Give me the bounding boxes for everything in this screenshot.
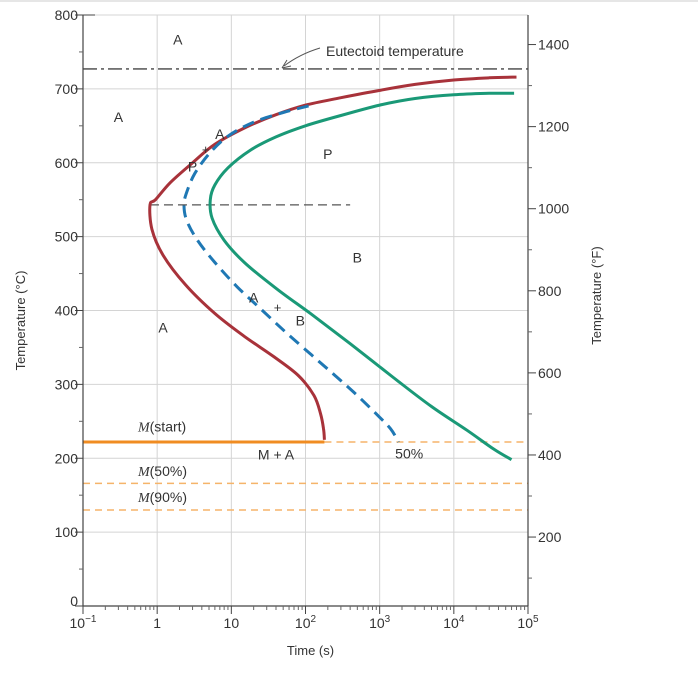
x-tick-label: 104	[443, 614, 465, 631]
region-label: A	[249, 289, 259, 305]
eutectoid-label: Eutectoid temperature	[326, 43, 464, 59]
x-tick-exponent: 5	[533, 614, 539, 625]
x-tick-label: 105	[517, 614, 539, 631]
curve-end	[208, 91, 515, 461]
x-tick-exponent: 2	[311, 614, 317, 625]
y-right-tick-label: 1400	[538, 37, 569, 53]
martensite-label-symbol: M	[137, 421, 151, 436]
y-right-tick-label: 200	[538, 529, 562, 545]
region-label: B	[296, 312, 305, 328]
martensite-label-fraction: (50%)	[150, 463, 187, 479]
y-tick-label: 700	[55, 81, 79, 97]
region-label: P	[323, 146, 332, 162]
martensite-label-symbol: M	[137, 465, 151, 480]
curve-fifty	[182, 104, 400, 443]
martensite-label-fraction: (90%)	[150, 489, 187, 505]
x-axis-title: Time (s)	[287, 643, 334, 658]
martensite-label-fraction: (start)	[150, 419, 187, 435]
x-tick-exponent: 4	[459, 614, 465, 625]
y-right-tick-label: 1000	[538, 201, 569, 217]
y-tick-label: 500	[55, 229, 79, 245]
x-tick-exponent: 3	[385, 614, 391, 625]
x-tick-label: 102	[295, 614, 317, 631]
ticks: 10−1 1 10 102 103 104 105 0 100 200 300 400 500 600 70…	[55, 7, 570, 631]
x-tick-label: 1	[153, 615, 161, 631]
y-right-tick-label: 600	[538, 365, 562, 381]
y-tick-label: 300	[55, 376, 79, 392]
region-label: 50%	[395, 445, 423, 461]
transformation-curves	[148, 75, 517, 461]
region-label: +	[202, 142, 210, 157]
region-label: B	[353, 249, 362, 265]
region-label: P	[188, 159, 197, 175]
x-tick-exponent: −1	[85, 614, 97, 625]
curve-start	[148, 75, 517, 440]
y-axis-title-right: Temperature (°F)	[589, 246, 604, 344]
y-tick-label: 0	[70, 593, 78, 609]
y-right-tick-label: 400	[538, 447, 562, 463]
region-label: A	[158, 320, 168, 336]
eutectoid-line	[83, 47, 528, 70]
y-right-tick-label: 1200	[538, 119, 569, 135]
x-tick-label: 103	[369, 614, 391, 631]
martensite-label: M(start)	[137, 419, 186, 436]
y-tick-label: 600	[55, 155, 79, 171]
region-label: A	[215, 126, 225, 142]
x-tick-label: 10−1	[70, 614, 97, 631]
region-label: +	[274, 300, 282, 315]
eutectoid-arrowhead	[281, 59, 292, 69]
martensite-label: M(90%)	[137, 489, 187, 506]
region-label: A	[173, 32, 183, 48]
eutectoid-pointer	[283, 47, 321, 67]
martensite-labels: M(start)M(50%)M(90%)	[137, 419, 187, 506]
x-tick-label: 10	[224, 615, 240, 631]
region-label: M + A	[258, 447, 295, 463]
y-axis-title-left: Temperature (°C)	[13, 271, 28, 371]
y-right-tick-label: 800	[538, 283, 562, 299]
region-labels: A A P B A M + A 50% A + P A + B	[114, 32, 423, 463]
martensite-label-symbol: M	[137, 491, 151, 506]
martensite-lines	[83, 440, 528, 511]
y-tick-label: 200	[55, 450, 79, 466]
y-tick-label: 800	[55, 7, 79, 23]
martensite-label: M(50%)	[137, 463, 187, 480]
y-tick-label: 400	[55, 303, 79, 319]
region-label: A	[114, 109, 124, 125]
y-tick-label: 100	[55, 524, 79, 540]
